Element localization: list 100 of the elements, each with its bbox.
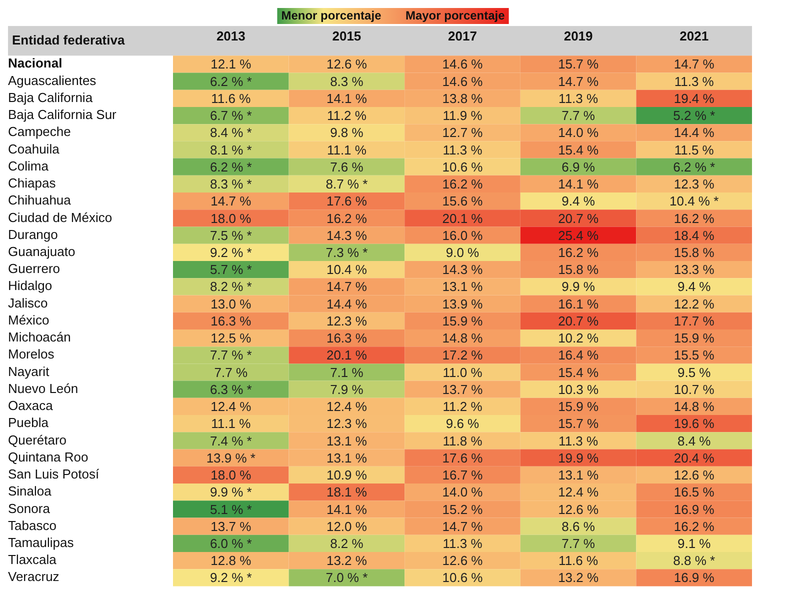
data-label: 20.7 % — [558, 313, 599, 328]
data-label: 14.0 % — [442, 484, 484, 500]
data-label: 11.1 % — [326, 142, 367, 158]
data-label: 15.9 % — [558, 399, 599, 414]
data-label: 20.1 % — [326, 348, 368, 363]
data-label: 13.3 % — [674, 262, 715, 278]
x-tick-label: 2017 — [448, 28, 477, 44]
y-tick-label: Sonora — [8, 500, 51, 516]
data-label: 16.3 % — [210, 313, 252, 328]
data-label: 13.9 % — [442, 296, 484, 312]
data-label: 16.2 % — [442, 176, 484, 192]
data-label: 14.6 % — [442, 56, 484, 72]
data-label: 7.4 % * — [210, 433, 252, 448]
data-label: 11.3 % — [442, 536, 483, 551]
x-tick-label: 2013 — [216, 28, 246, 44]
data-label: 6.9 % — [562, 159, 596, 174]
data-label: 9.8 % — [330, 125, 364, 140]
y-tick-label: Aguascalientes — [8, 72, 97, 88]
y-tick-label: Campeche — [8, 124, 71, 140]
data-label: 8.3 % — [330, 74, 364, 89]
data-label: 15.6 % — [442, 194, 484, 209]
data-label: 12.2 % — [674, 296, 715, 312]
data-label: 15.5 % — [674, 348, 715, 363]
data-label: 19.4 % — [674, 90, 715, 106]
y-tick-label: Morelos — [8, 346, 55, 362]
data-label: 6.3 % * — [210, 382, 252, 397]
data-label: 14.7 % — [326, 279, 368, 294]
data-label: 9.2 % * — [210, 245, 252, 260]
data-label: 13.9 % * — [206, 450, 256, 466]
data-label: 12.6 % — [674, 468, 715, 483]
data-label: 16.5 % — [674, 484, 715, 500]
data-label: 8.7 % * — [326, 176, 368, 192]
y-tick-label: Tlaxcala — [8, 552, 58, 568]
data-label: 12.3 % — [326, 416, 368, 432]
data-label: 19.9 % — [558, 450, 599, 466]
y-tick-label: Sinaloa — [8, 484, 52, 499]
data-label: 10.9 % — [326, 468, 368, 483]
data-label: 11.9 % — [442, 108, 483, 124]
data-label: 11.6 % — [211, 90, 252, 106]
data-label: 6.0 % * — [210, 536, 252, 551]
data-label: 7.5 % * — [210, 228, 252, 243]
data-label: 12.6 % — [558, 502, 599, 517]
data-label: 10.7 % — [674, 382, 715, 397]
data-label: 17.2 % — [442, 348, 484, 363]
data-label: 16.7 % — [442, 468, 484, 483]
data-label: 15.9 % — [442, 313, 484, 328]
data-label: 15.4 % — [558, 142, 599, 158]
y-tick-label: Veracruz — [8, 569, 60, 584]
y-tick-label: Jalisco — [8, 295, 48, 310]
data-label: 14.3 % — [442, 262, 484, 278]
y-tick-label: Coahuila — [8, 141, 60, 156]
data-label: 12.4 % — [210, 399, 252, 414]
data-label: 7.7 % — [214, 364, 248, 380]
data-label: 10.6 % — [442, 570, 484, 586]
data-label: 5.2 % * — [673, 108, 716, 124]
data-label: 16.0 % — [442, 228, 484, 243]
data-label: 7.7 % — [562, 536, 596, 551]
data-label: 20.7 % — [558, 210, 599, 226]
data-label: 10.6 % — [442, 159, 484, 174]
y-tick-label: Tabasco — [8, 518, 56, 533]
y-tick-label: Durango — [8, 226, 58, 242]
y-tick-label: Guanajuato — [8, 244, 76, 260]
y-tick-label: Quintana Roo — [8, 449, 88, 464]
data-label: 11.3 % — [558, 90, 598, 106]
data-label: 15.8 % — [558, 262, 599, 278]
y-tick-label: Oaxaca — [8, 398, 54, 414]
y-tick-label: Nacional — [8, 56, 62, 71]
data-label: 9.4 % — [677, 279, 712, 294]
data-label: 9.0 % — [446, 245, 480, 260]
data-label: 11.8 % — [442, 433, 483, 448]
y-tick-label: Chiapas — [8, 176, 56, 191]
data-label: 15.2 % — [442, 502, 484, 517]
x-tick-label: 2015 — [332, 28, 362, 44]
y-tick-label: Chihuahua — [8, 192, 72, 208]
data-label: 20.4 % — [674, 450, 715, 466]
data-label: 9.5 % — [677, 364, 712, 380]
data-label: 11.1 % — [211, 416, 252, 432]
data-label: 20.1 % — [442, 210, 484, 226]
data-label: 16.3 % — [326, 330, 368, 346]
data-label: 7.3 % * — [326, 245, 368, 260]
data-label: 14.7 % — [674, 56, 715, 72]
data-label: 18.1 % — [326, 484, 368, 500]
y-tick-label: México — [8, 312, 50, 328]
data-label: 11.3 % — [442, 142, 483, 158]
data-label: 10.3 % — [558, 382, 599, 397]
data-label: 12.4 % — [558, 484, 599, 500]
data-label: 25.4 % — [558, 228, 599, 243]
data-label: 18.0 % — [210, 468, 252, 483]
y-tick-label: Baja California — [8, 90, 94, 105]
y-tick-label: Tamaulipas — [8, 534, 74, 550]
data-label: 11.2 % — [326, 108, 367, 124]
data-label: 7.9 % — [330, 382, 364, 397]
data-label: 6.2 % * — [210, 74, 252, 89]
data-label: 15.8 % — [674, 245, 715, 260]
data-label: 7.7 % * — [210, 348, 252, 363]
data-label: 14.4 % — [674, 125, 715, 140]
x-tick-label: 2019 — [564, 28, 593, 44]
data-label: 12.3 % — [674, 176, 715, 192]
y-tick-label: Ciudad de México — [8, 210, 112, 225]
data-label: 16.1 % — [558, 296, 599, 312]
